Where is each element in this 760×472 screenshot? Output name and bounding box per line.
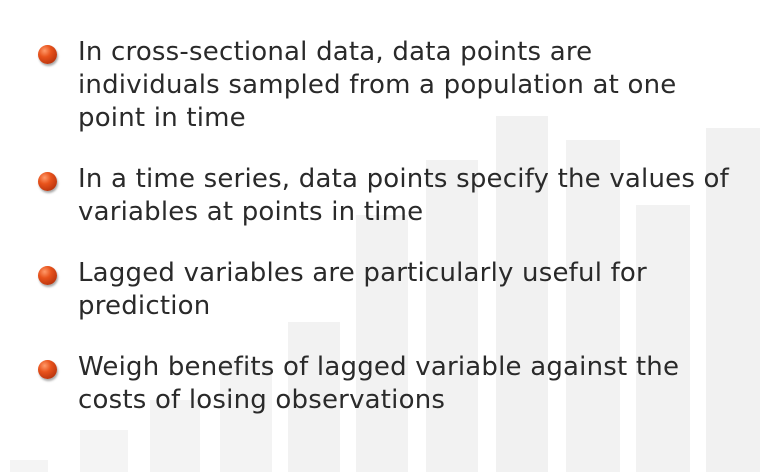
orange-sphere-bullet-icon [38, 45, 57, 64]
orange-sphere-bullet-icon [38, 360, 57, 379]
bullet-text: Lagged variables are particularly useful… [78, 258, 647, 321]
bullet-list: In cross-sectional data, data points are… [38, 36, 738, 445]
orange-sphere-bullet-icon [38, 266, 57, 285]
bullet-item: Lagged variables are particularly useful… [38, 257, 738, 323]
bullet-item: In cross-sectional data, data points are… [38, 36, 738, 135]
bullet-text: Weigh benefits of lagged variable agains… [78, 352, 680, 415]
bullet-text: In a time series, data points specify th… [78, 164, 730, 227]
bullet-text: In cross-sectional data, data points are… [78, 37, 677, 133]
bullet-item: In a time series, data points specify th… [38, 163, 738, 229]
orange-sphere-bullet-icon [38, 172, 57, 191]
bullet-item: Weigh benefits of lagged variable agains… [38, 351, 738, 417]
